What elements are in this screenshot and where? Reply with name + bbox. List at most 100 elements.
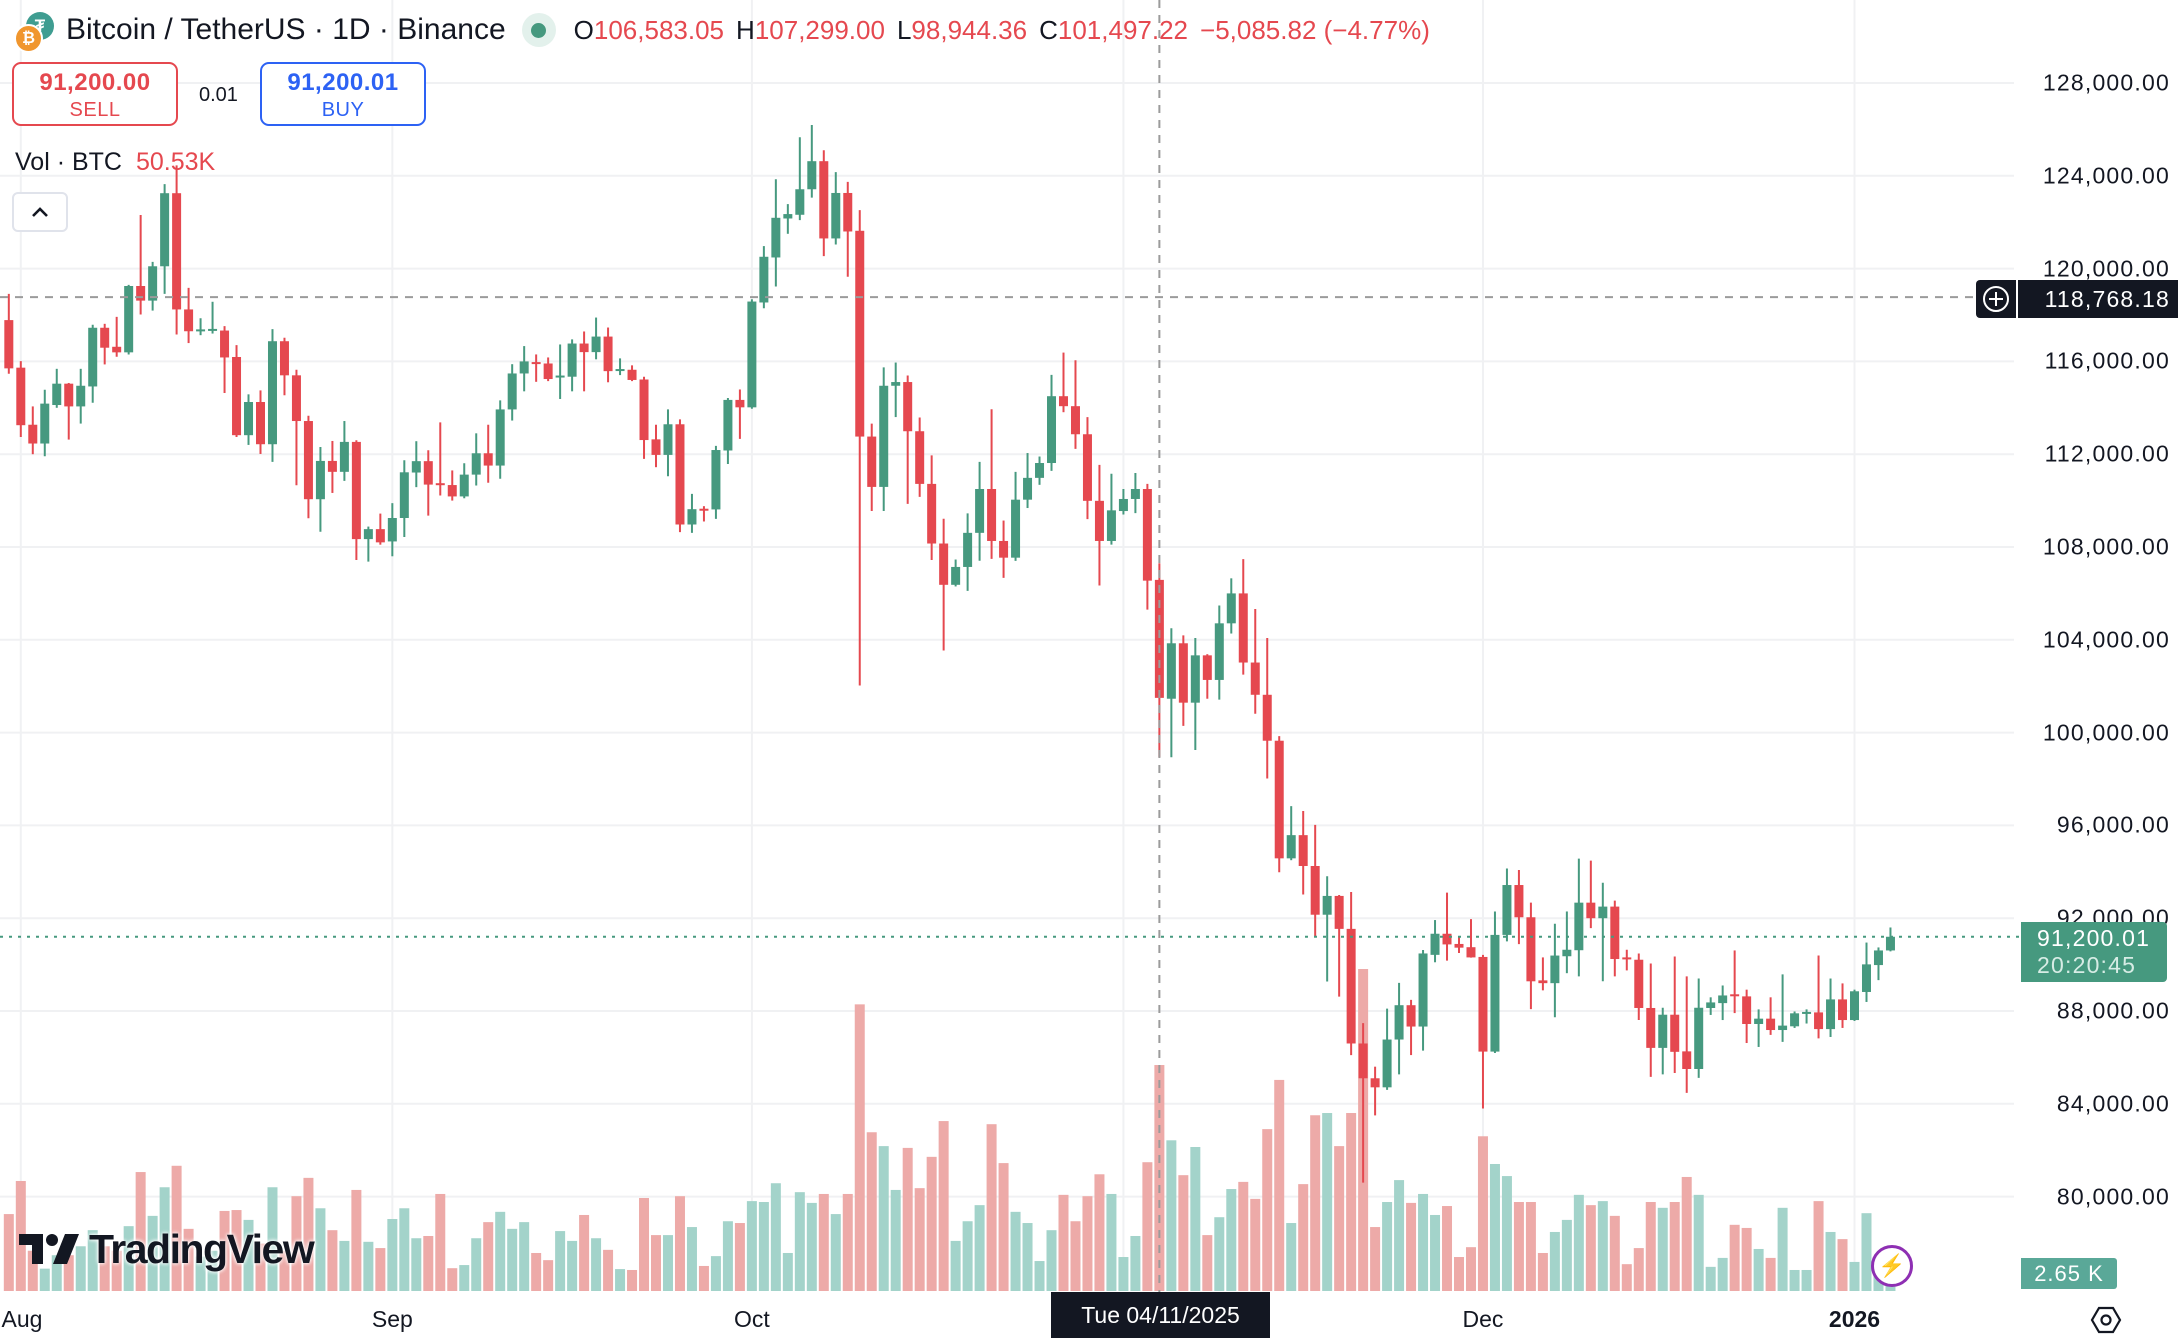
volume-bar bbox=[806, 1202, 817, 1291]
crosshair-plus-icon[interactable] bbox=[1976, 280, 2016, 318]
candle bbox=[543, 357, 553, 382]
candle-body bbox=[28, 424, 38, 444]
candle bbox=[256, 390, 265, 454]
volume-bar bbox=[1310, 1115, 1321, 1291]
candle bbox=[1814, 955, 1824, 1039]
volume-value-badge: 2.65 K bbox=[2021, 1258, 2117, 1289]
candle bbox=[711, 445, 721, 519]
market-open-dot-icon[interactable] bbox=[521, 13, 556, 47]
candle-body bbox=[244, 402, 254, 436]
volume-bar bbox=[99, 1246, 110, 1291]
candle bbox=[459, 463, 469, 499]
candle-body bbox=[1586, 902, 1596, 919]
volume-bar bbox=[1861, 1213, 1872, 1291]
volume-bar bbox=[1106, 1193, 1117, 1291]
volume-bar bbox=[1465, 1247, 1476, 1291]
sell-button[interactable]: 91,200.00 SELL bbox=[12, 62, 178, 126]
candle-body bbox=[4, 320, 14, 369]
candle bbox=[1802, 1009, 1812, 1024]
candle bbox=[519, 346, 529, 392]
candle bbox=[399, 460, 409, 538]
volume-legend[interactable]: Vol · BTC 50.53K bbox=[15, 148, 215, 177]
candle bbox=[675, 419, 685, 533]
candle bbox=[411, 441, 421, 488]
volume-bar bbox=[375, 1248, 386, 1291]
candle bbox=[975, 461, 985, 561]
open-value: 106,583.05 bbox=[593, 14, 725, 45]
volume-bar bbox=[207, 1250, 218, 1291]
candle-body bbox=[1070, 406, 1080, 435]
candle-body bbox=[64, 383, 74, 407]
volume-bar bbox=[471, 1238, 482, 1291]
candle-body bbox=[1502, 885, 1512, 935]
price-axis-label: 120,000.00 bbox=[2042, 255, 2170, 282]
candle-body bbox=[1166, 643, 1176, 699]
candle-body bbox=[1370, 1078, 1380, 1088]
candle bbox=[76, 368, 86, 424]
low-value: 98,944.36 bbox=[911, 14, 1028, 45]
candle-body bbox=[663, 424, 673, 455]
candle bbox=[483, 424, 493, 483]
volume-bar bbox=[1226, 1189, 1237, 1291]
crosshair-date-label: Tue 04/11/2025 bbox=[1051, 1292, 1270, 1338]
candle-body bbox=[1178, 643, 1188, 703]
volume-legend-value: 50.53K bbox=[135, 148, 216, 176]
high-value: 107,299.00 bbox=[754, 14, 885, 45]
candle-body bbox=[1682, 1051, 1692, 1069]
candle-body bbox=[220, 330, 230, 358]
volume-bar bbox=[902, 1147, 913, 1291]
candle-body bbox=[1622, 957, 1632, 960]
candle bbox=[831, 172, 841, 245]
volume-bar bbox=[1477, 1136, 1488, 1291]
candle bbox=[363, 526, 373, 562]
candle-body bbox=[375, 529, 385, 543]
candle-body bbox=[1873, 950, 1883, 966]
candle bbox=[1214, 605, 1224, 700]
lightning-icon[interactable]: ⚡ bbox=[1871, 1245, 1913, 1287]
price-axis-label: 100,000.00 bbox=[2042, 719, 2170, 746]
volume-bar bbox=[135, 1172, 146, 1291]
candle-body bbox=[1406, 1005, 1416, 1027]
volume-bar bbox=[639, 1197, 650, 1291]
volume-bar bbox=[303, 1177, 314, 1291]
volume-bar bbox=[1454, 1257, 1464, 1291]
candle bbox=[1202, 654, 1212, 699]
candle bbox=[172, 165, 182, 335]
volume-bar bbox=[998, 1163, 1009, 1291]
candle bbox=[100, 323, 110, 365]
candle-body bbox=[1023, 477, 1033, 500]
candle-body bbox=[1310, 866, 1320, 915]
candle bbox=[1586, 860, 1596, 929]
volume-bar bbox=[399, 1208, 410, 1291]
candle-body bbox=[1322, 895, 1332, 915]
candle bbox=[279, 337, 289, 396]
candle-body bbox=[1058, 396, 1068, 407]
volume-bar bbox=[219, 1210, 230, 1291]
volume-bar bbox=[1286, 1223, 1297, 1291]
collapse-legend-button[interactable] bbox=[12, 192, 68, 232]
candle bbox=[1622, 949, 1632, 971]
candle-body bbox=[999, 540, 1009, 558]
volume-bar bbox=[1837, 1239, 1848, 1291]
volume-bar bbox=[1645, 1202, 1656, 1291]
symbol-logo[interactable]: ₮ ₿ bbox=[12, 10, 58, 53]
candle bbox=[1250, 608, 1260, 714]
symbol-title[interactable]: Bitcoin / TetherUS · 1D · Binance bbox=[66, 13, 506, 46]
candle bbox=[1646, 963, 1656, 1077]
buy-button[interactable]: 91,200.01 BUY bbox=[260, 62, 426, 126]
tradingview-logo[interactable]: TradingView bbox=[19, 1226, 315, 1272]
candle-body bbox=[16, 367, 26, 426]
volume-bar bbox=[1693, 1194, 1704, 1291]
candle bbox=[651, 424, 661, 468]
candle bbox=[1754, 1009, 1764, 1047]
volume-bar bbox=[1034, 1261, 1045, 1291]
candle-body bbox=[40, 403, 50, 444]
chart-settings-icon[interactable] bbox=[2090, 1306, 2122, 1339]
candle-body bbox=[76, 385, 86, 407]
candle-body bbox=[351, 441, 361, 540]
price-axis-label: 84,000.00 bbox=[2056, 1090, 2170, 1117]
volume-bar bbox=[1705, 1266, 1716, 1291]
volume-bar bbox=[651, 1235, 662, 1291]
volume-bar bbox=[770, 1183, 781, 1291]
